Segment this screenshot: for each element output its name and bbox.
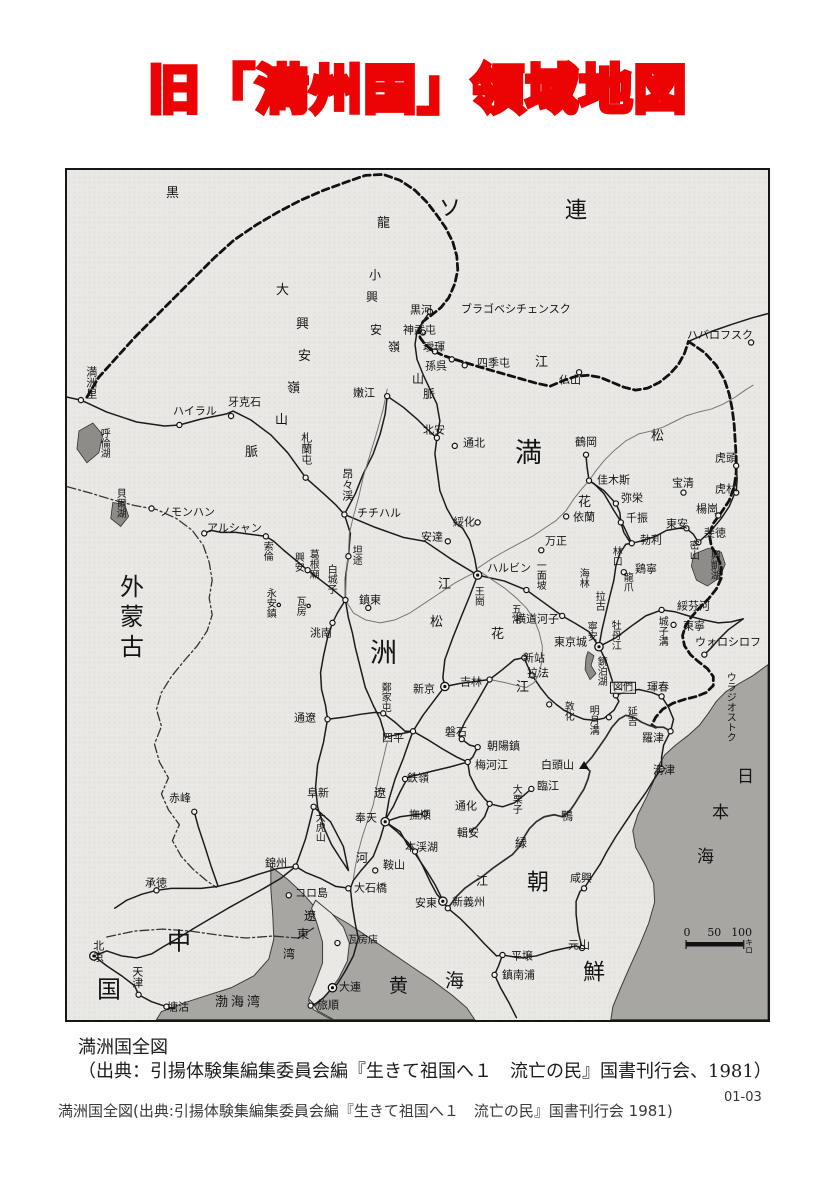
map-caption-title: 満洲国全図: [78, 1037, 168, 1058]
station-markers: [77, 308, 755, 1010]
footer-caption: 満洲国全図(出典:引揚体験集編集委員会編『生きて祖国へ１ 流亡の民』国書刊行会 …: [58, 1102, 673, 1120]
svg-text:50: 50: [707, 926, 721, 939]
manchukuo-map: 0 50 100 キロ ソ連満洲外蒙古中国朝鮮黄海日本海渤海湾遼東湾黒龍江大興安嶺山脈…: [65, 168, 770, 1022]
page-title: 旧「満州国」領域地図: [145, 59, 688, 124]
map-caption: 満洲国全図 （出典：引揚体験集編集委員会編『生きて祖国へ１ 流亡の民』国書刊行会…: [78, 1036, 778, 1085]
map-caption-source: （出典：引揚体験集編集委員会編『生きて祖国へ１ 流亡の民』国書刊行会、1981）: [78, 1061, 772, 1083]
svg-text:100: 100: [731, 926, 752, 939]
page-number: 01-03: [724, 1090, 762, 1105]
svg-text:キロ: キロ: [745, 938, 754, 954]
svg-text:0: 0: [683, 926, 690, 939]
